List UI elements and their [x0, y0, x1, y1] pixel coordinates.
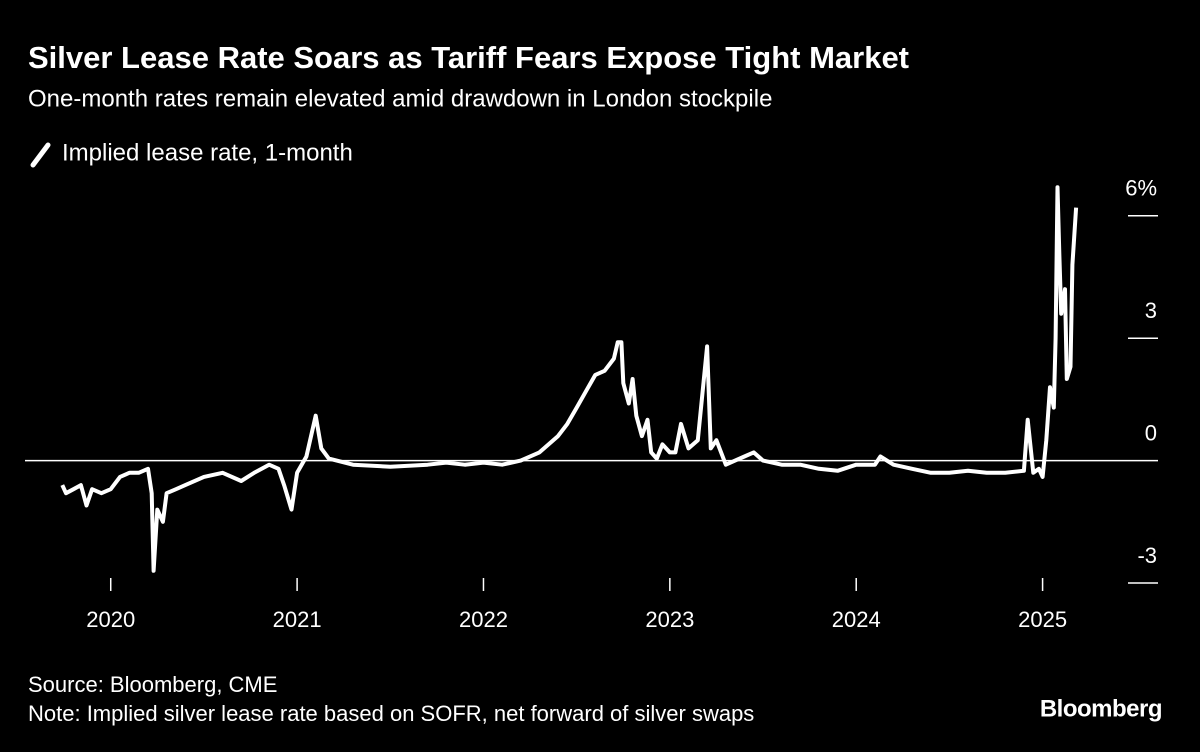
x-tick-label: 2020 [86, 607, 135, 632]
x-tick-label: 2022 [459, 607, 508, 632]
x-tick-label: 2023 [645, 607, 694, 632]
x-tick-label: 2025 [1018, 607, 1067, 632]
chart-title: Silver Lease Rate Soars as Tariff Fears … [28, 40, 909, 75]
note: Note: Implied silver lease rate based on… [28, 701, 754, 726]
y-tick-label: 6% [1125, 176, 1157, 201]
source: Source: Bloomberg, CME [28, 672, 277, 697]
y-tick-label: 3 [1145, 298, 1157, 323]
x-tick-label: 2024 [832, 607, 881, 632]
legend-label: Implied lease rate, 1-month [62, 139, 353, 166]
y-tick-label: 0 [1145, 420, 1157, 445]
y-tick-label: -3 [1137, 543, 1157, 568]
logo: Bloomberg [1040, 695, 1162, 722]
chart-subtitle: One-month rates remain elevated amid dra… [28, 85, 772, 112]
legend-swatch [30, 142, 51, 168]
x-tick-label: 2021 [273, 607, 322, 632]
series-line [60, 185, 1079, 573]
